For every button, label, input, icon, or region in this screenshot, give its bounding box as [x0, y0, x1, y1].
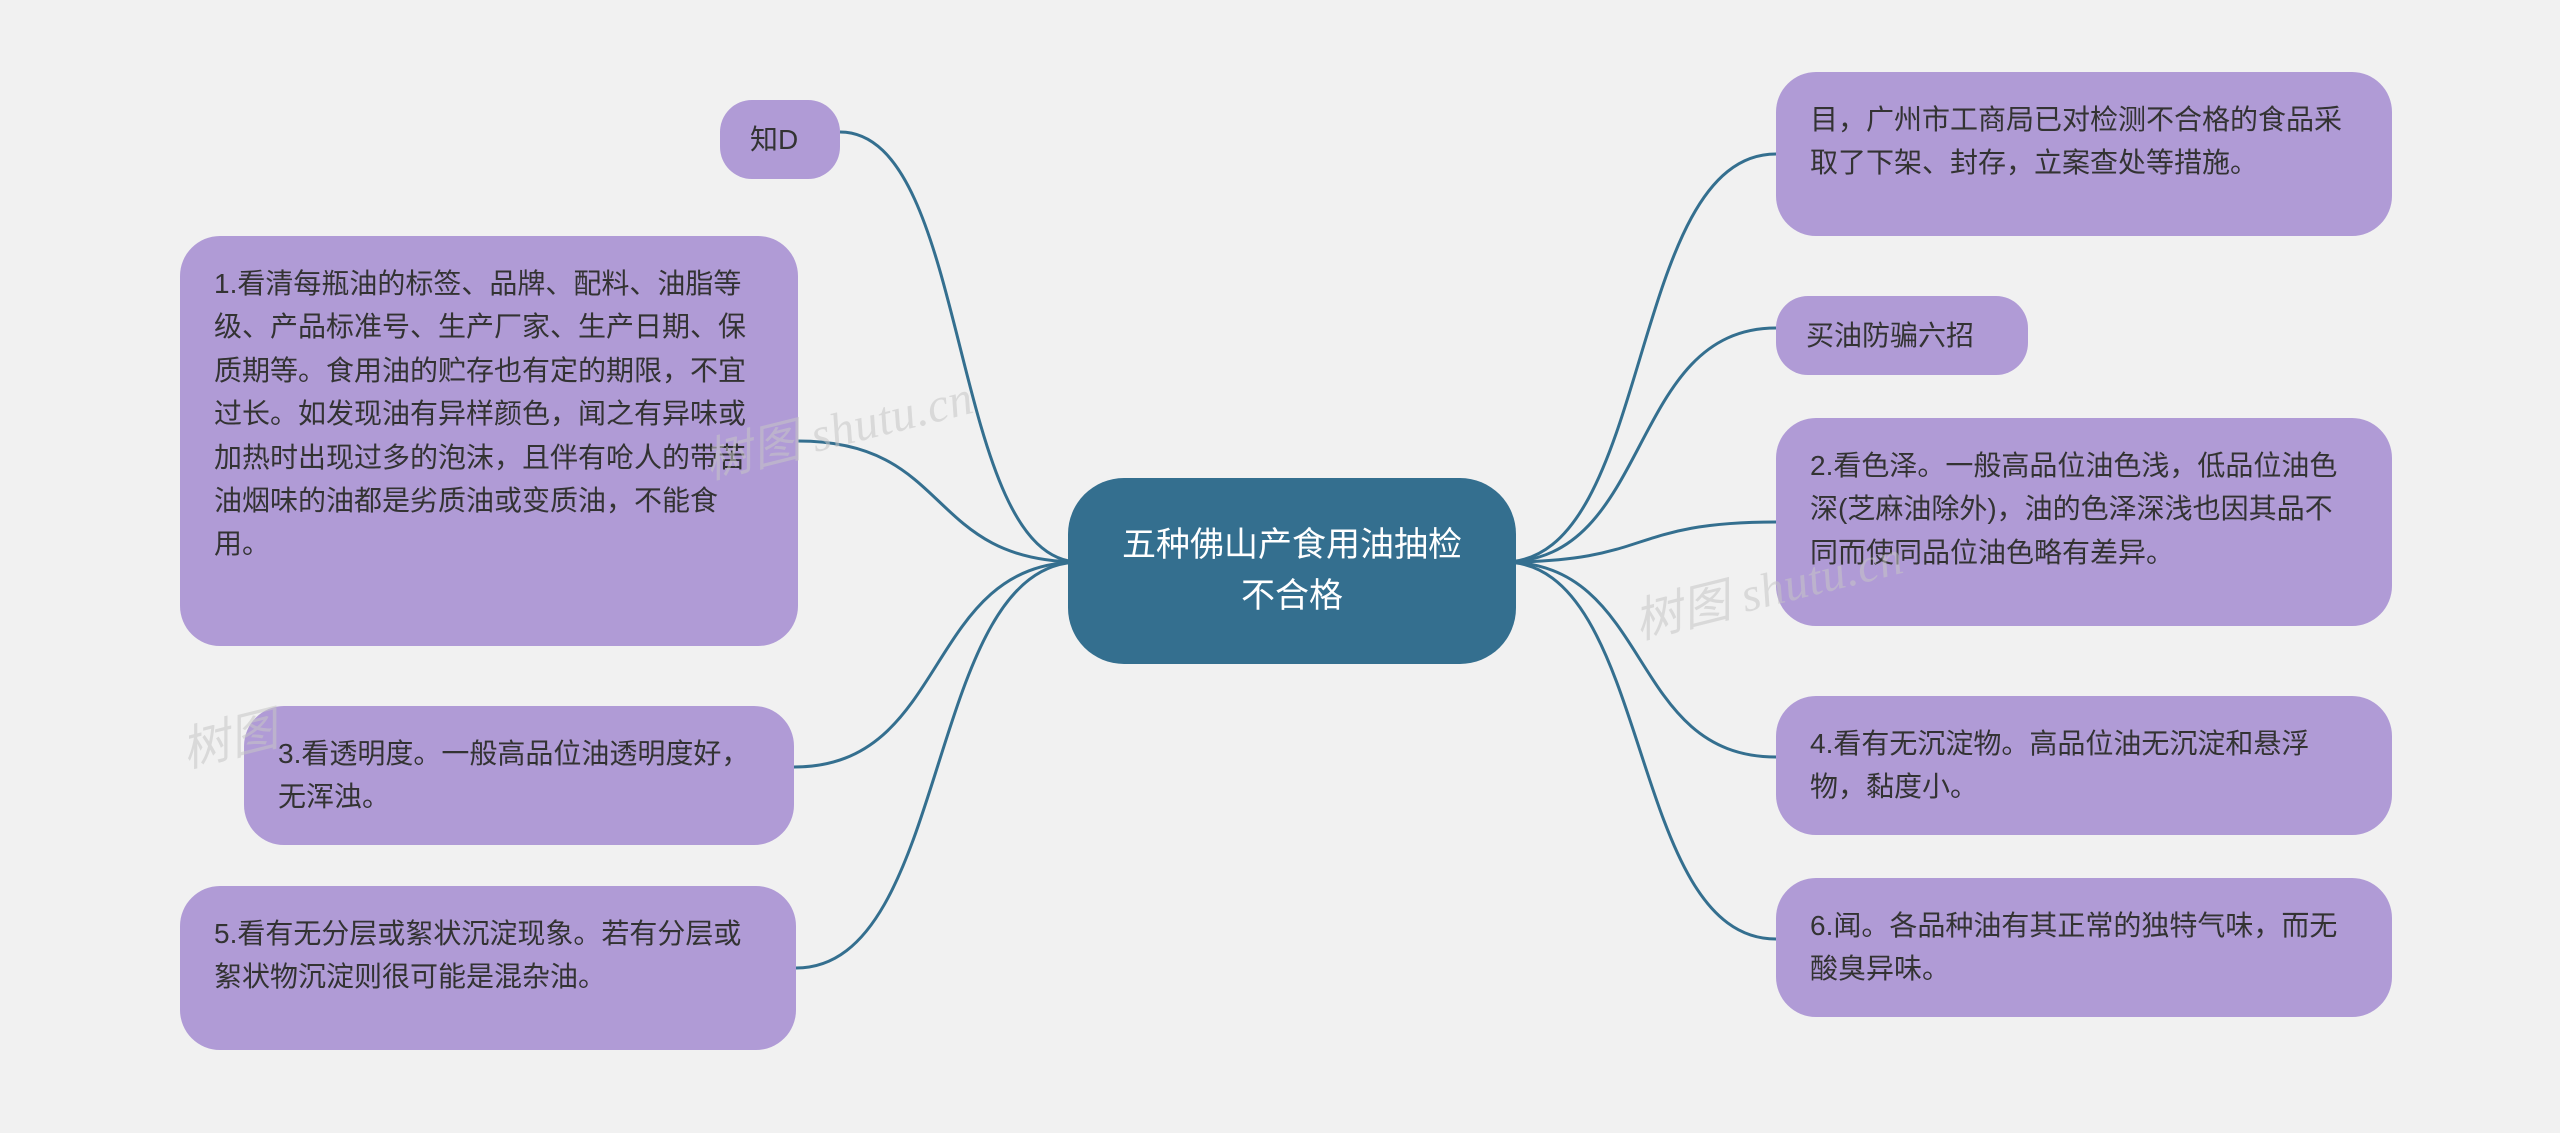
- branch-tip5: 5.看有无分层或絮状沉淀现象。若有分层或絮状物沉淀则很可能是混杂油。: [180, 886, 796, 1050]
- branch-tip4: 4.看有无沉淀物。高品位油无沉淀和悬浮物，黏度小。: [1776, 696, 2392, 835]
- branch-tip6: 6.闻。各品种油有其正常的独特气味，而无酸臭异味。: [1776, 878, 2392, 1017]
- branch-notice: 目，广州市工商局已对检测不合格的食品采取了下架、封存，立案查处等措施。: [1776, 72, 2392, 236]
- branch-six-tips: 买油防骗六招: [1776, 296, 2028, 375]
- branch-tip1: 1.看清每瓶油的标签、品牌、配料、油脂等级、产品标准号、生产厂家、生产日期、保质…: [180, 236, 798, 646]
- branch-zhid: 知D: [720, 100, 840, 179]
- mindmap-canvas: 五种佛山产食用油抽检不合格 知D 1.看清每瓶油的标签、品牌、配料、油脂等级、产…: [0, 0, 2560, 1133]
- branch-tip2: 2.看色泽。一般高品位油色浅，低品位油色深(芝麻油除外)，油的色泽深浅也因其品不…: [1776, 418, 2392, 626]
- central-node: 五种佛山产食用油抽检不合格: [1068, 478, 1516, 664]
- branch-tip3: 3.看透明度。一般高品位油透明度好，无浑浊。: [244, 706, 794, 845]
